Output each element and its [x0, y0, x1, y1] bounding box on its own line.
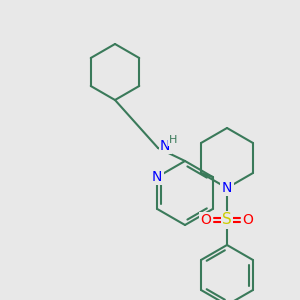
- Text: S: S: [222, 212, 232, 227]
- Text: N: N: [160, 139, 170, 153]
- Text: H: H: [169, 135, 177, 145]
- Text: O: O: [243, 213, 254, 227]
- Text: N: N: [222, 181, 232, 195]
- Text: N: N: [152, 170, 163, 184]
- Text: O: O: [201, 213, 212, 227]
